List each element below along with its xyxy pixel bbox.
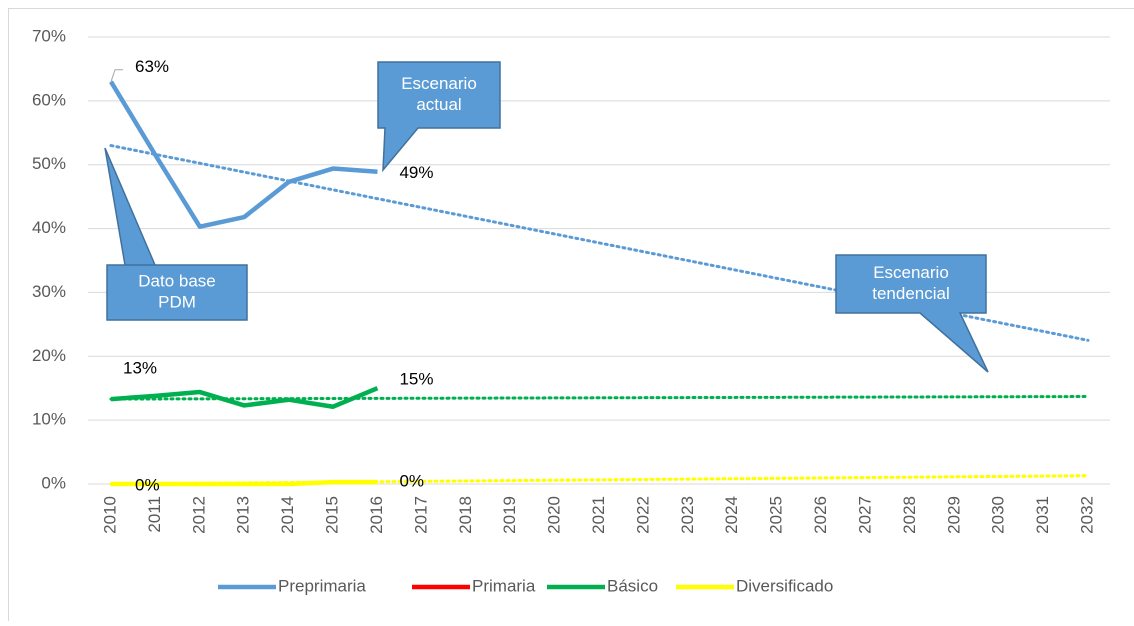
- callout-text: Escenario: [401, 74, 477, 93]
- callout-text: Dato base: [138, 271, 216, 290]
- legend-label: Preprimaria: [278, 576, 366, 595]
- y-tick-label: 30%: [32, 282, 66, 301]
- x-tick-label: 2026: [811, 496, 830, 534]
- x-tick-label: 2020: [545, 496, 564, 534]
- y-tick-label: 60%: [32, 90, 66, 109]
- x-tick-label: 2018: [456, 496, 475, 534]
- trend-line: [111, 397, 1088, 400]
- x-tick-label: 2031: [1033, 496, 1052, 534]
- legend-label: Diversificado: [736, 576, 833, 595]
- x-tick-label: 2023: [678, 496, 697, 534]
- x-tick-label: 2021: [589, 496, 608, 534]
- x-tick-label: 2029: [944, 496, 963, 534]
- data-label: 49%: [399, 163, 433, 182]
- callout: Escenario tendencial: [836, 255, 988, 372]
- callout: Dato base PDM: [105, 148, 247, 320]
- x-tick-label: 2012: [189, 496, 208, 534]
- data-label: 13%: [123, 359, 157, 378]
- callout-text: PDM: [158, 292, 196, 311]
- y-tick-label: 0%: [41, 473, 66, 492]
- x-tick-label: 2011: [145, 496, 164, 533]
- x-tick-label: 2014: [278, 496, 297, 534]
- x-tick-label: 2027: [855, 496, 874, 534]
- callout: Escenario actual: [378, 62, 500, 170]
- label-leader: [111, 70, 123, 82]
- callout-text: actual: [416, 95, 461, 114]
- x-tick-label: 2010: [100, 496, 119, 534]
- data-label: 0%: [135, 475, 160, 494]
- data-label: 63%: [135, 57, 169, 76]
- x-tick-label: 2019: [500, 496, 519, 534]
- legend-label: Básico: [607, 576, 658, 595]
- y-tick-label: 40%: [32, 218, 66, 237]
- x-tick-label: 2022: [633, 496, 652, 534]
- x-tick-label: 2015: [323, 496, 342, 534]
- y-tick-label: 70%: [32, 26, 66, 45]
- data-label: 15%: [399, 370, 433, 389]
- x-tick-label: 2013: [234, 496, 253, 534]
- y-tick-label: 50%: [32, 154, 66, 173]
- x-tick-label: 2025: [767, 496, 786, 534]
- x-tick-label: 2024: [722, 496, 741, 534]
- data-label: 0%: [399, 472, 424, 491]
- x-tick-label: 2028: [900, 496, 919, 534]
- x-tick-label: 2030: [989, 496, 1008, 534]
- y-tick-label: 20%: [32, 346, 66, 365]
- y-tick-label: 10%: [32, 410, 66, 429]
- callout-text: Escenario: [873, 263, 949, 282]
- callout-text: tendencial: [872, 284, 950, 303]
- x-tick-label: 2016: [367, 496, 386, 534]
- legend-label: Primaria: [472, 576, 536, 595]
- x-tick-label: 2032: [1077, 496, 1096, 534]
- x-tick-label: 2017: [411, 496, 430, 534]
